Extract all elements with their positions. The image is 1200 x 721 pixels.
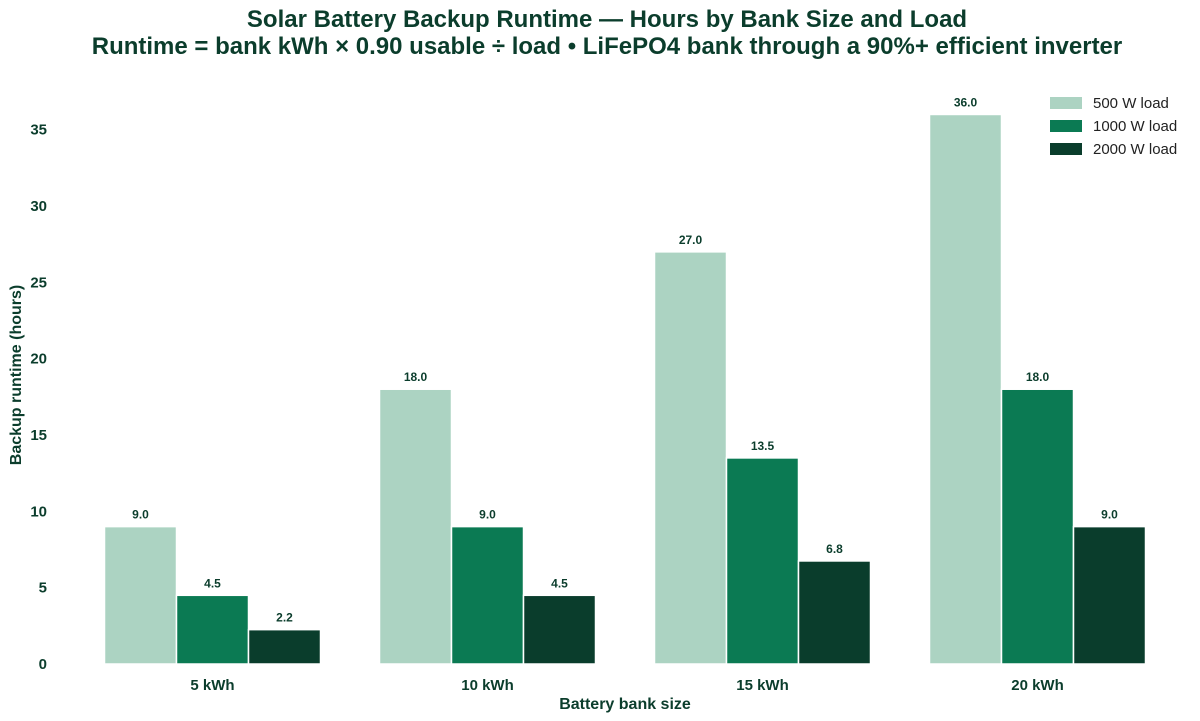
legend-swatch	[1050, 143, 1082, 155]
bar-value-label: 18.0	[1026, 370, 1050, 384]
y-tick-label: 35	[30, 122, 47, 139]
bar-value-label: 2.2	[276, 611, 293, 625]
y-axis-label: Backup runtime (hours)	[8, 285, 25, 465]
x-tick-label: 5 kWh	[190, 677, 234, 694]
bars	[103, 113, 1147, 665]
bar	[725, 457, 800, 665]
y-tick-label: 5	[39, 580, 47, 597]
x-tick-label: 15 kWh	[736, 677, 789, 694]
y-tick-label: 10	[30, 503, 47, 520]
bar-value-label: 36.0	[954, 95, 978, 109]
bar	[175, 594, 250, 665]
bar-value-label: 13.5	[751, 439, 775, 453]
bar	[653, 251, 728, 665]
bar-value-label: 4.5	[204, 576, 221, 590]
y-tick-label: 15	[30, 427, 47, 444]
bar	[103, 525, 178, 665]
bar	[378, 388, 453, 665]
bar	[247, 628, 322, 665]
legend-label: 1000 W load	[1093, 118, 1177, 135]
y-tick-label: 0	[39, 656, 47, 673]
bar-value-label: 4.5	[551, 576, 568, 590]
x-tick-label: 10 kWh	[461, 677, 514, 694]
bar	[1000, 388, 1075, 665]
bar	[450, 525, 525, 665]
chart-subtitle: Runtime = bank kWh × 0.90 usable ÷ load …	[92, 33, 1123, 60]
x-tick-label: 20 kWh	[1011, 677, 1064, 694]
legend-label: 2000 W load	[1093, 141, 1177, 158]
legend: 500 W load 1000 W load 2000 W load	[1050, 95, 1177, 158]
x-axis-ticks: 5 kWh 10 kWh 15 kWh 20 kWh	[190, 677, 1063, 694]
bar-value-label: 6.8	[826, 542, 843, 556]
x-axis-label: Battery bank size	[559, 696, 691, 713]
legend-swatch	[1050, 120, 1082, 132]
legend-swatch	[1050, 97, 1082, 109]
bar	[928, 113, 1003, 665]
bar-value-label: 9.0	[479, 508, 496, 522]
y-tick-label: 30	[30, 198, 47, 215]
bar-value-label: 9.0	[132, 508, 149, 522]
bar-value-label: 27.0	[679, 233, 703, 247]
bar	[522, 594, 597, 665]
bar-value-label: 18.0	[404, 370, 428, 384]
bar	[797, 560, 872, 665]
y-tick-label: 20	[30, 351, 47, 368]
chart-title: Solar Battery Backup Runtime — Hours by …	[247, 6, 967, 33]
bar-value-labels: 9.0 4.5 2.2 18.0 9.0 4.5 27.0 13.5 6.8 36.0 18.0 9.…	[132, 95, 1118, 624]
legend-label: 500 W load	[1093, 95, 1169, 112]
bar	[1072, 525, 1147, 665]
y-tick-label: 25	[30, 274, 47, 291]
y-axis-ticks: 0 5 10 15 20 25 30 35	[30, 122, 47, 673]
bar-value-label: 9.0	[1101, 508, 1118, 522]
